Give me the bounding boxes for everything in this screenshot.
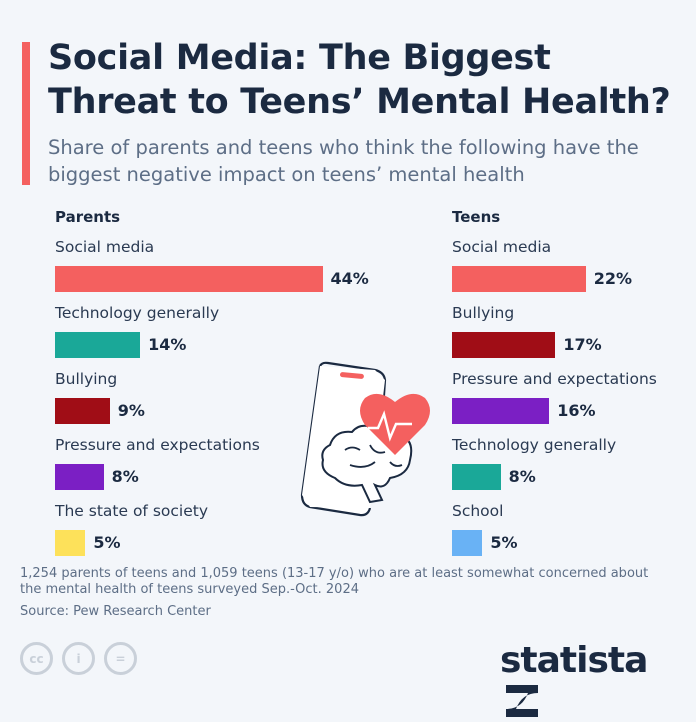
page-subtitle: Share of parents and teens who think the… [48,136,639,186]
bar [452,266,586,292]
value-label: 5% [93,533,121,552]
category-label: Social media [452,238,552,256]
cc-icon: cc [20,642,53,675]
page-title: Social Media: The Biggest Threat to Teen… [48,38,671,122]
bar [452,398,550,424]
bar-row: Social media 22% [452,220,632,292]
logo-text: statista [500,640,648,681]
parents-heading: Parents [55,208,121,226]
nd-icon: = [104,642,137,675]
value-label: 17% [563,335,602,354]
statista-logo-icon [506,685,538,717]
statista-logo: statista [500,640,696,722]
category-label: Bullying [55,370,118,388]
bar-row: Pressure and expectations 16% [452,352,657,424]
category-label: Pressure and expectations [55,436,260,454]
bar [452,530,483,556]
title-accent-bar [22,42,30,185]
category-label: School [452,502,504,520]
value-label: 22% [593,269,633,288]
bar-row: Bullying 17% [452,286,602,358]
bar-row: The state of society 5% [55,484,208,556]
bar-row: Bullying 9% [55,352,145,424]
value-label: 44% [330,269,369,288]
value-label: 16% [557,401,596,420]
category-label: The state of society [55,502,208,520]
teens-heading: Teens [452,208,501,226]
parents-chart: Parents Social media 44% Technology genera… [55,208,369,558]
bar [55,332,141,358]
category-label: Technology generally [55,304,220,322]
category-label: Pressure and expectations [452,370,657,388]
bar [452,464,501,490]
source: Source: Pew Research Center [20,604,211,619]
value-label: 8% [508,467,536,486]
bar-row: Technology generally 8% [452,418,616,490]
category-label: Social media [55,238,155,256]
value-label: 9% [117,401,145,420]
bar [55,266,323,292]
category-label: Technology generally [452,436,617,454]
value-label: 14% [148,335,187,354]
bar-row: Social media 44% [55,220,369,292]
bar [55,464,104,490]
bar [452,332,556,358]
by-icon: i [62,642,95,675]
bar [55,398,110,424]
bar-row: Pressure and expectations 8% [55,418,260,490]
bar-row: School 5% [452,484,518,556]
category-label: Bullying [452,304,515,322]
value-label: 5% [490,533,518,552]
value-label: 8% [111,467,139,486]
bar-row: Technology generally 14% [55,286,219,358]
teens-chart: Teens Social media 22% Bullying 17% Pressure… [452,208,657,558]
phone-brain-heart-illustration [300,361,430,517]
bar [55,530,86,556]
footnote: 1,254 parents of teens and 1,059 teens (… [20,566,649,597]
